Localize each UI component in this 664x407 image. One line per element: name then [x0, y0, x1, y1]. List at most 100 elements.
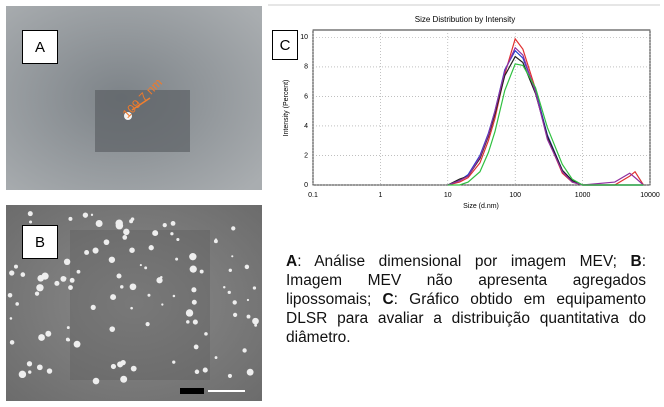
particle [214, 239, 218, 243]
particle [175, 258, 178, 261]
x-tick-label: 100 [509, 192, 521, 199]
caption-key: A [286, 253, 297, 270]
page: {"panels": {"a": {"label": "A", "annotat… [0, 0, 664, 407]
particle [91, 305, 96, 310]
particle [15, 302, 19, 306]
particle [10, 317, 13, 320]
particle [223, 286, 225, 288]
panel-label: C [272, 30, 298, 60]
particle [195, 370, 200, 375]
particle [228, 291, 231, 294]
particle [35, 291, 39, 295]
particle [64, 277, 66, 279]
particle [192, 300, 197, 305]
x-tick-label: 1 [378, 192, 382, 199]
particle [96, 220, 103, 227]
panel-label: B [22, 225, 58, 259]
scale-bar-box [180, 388, 204, 394]
scan-region [70, 230, 210, 380]
particle [247, 299, 249, 301]
particle [21, 272, 26, 277]
chart: Size Distribution by Intensity Intensity… [283, 15, 660, 210]
particle [252, 318, 259, 325]
y-tick-label: 10 [300, 34, 308, 41]
particle [130, 283, 137, 290]
y-tick-label: 8 [304, 64, 308, 71]
particle [203, 368, 208, 373]
particle [147, 294, 150, 297]
series-line [448, 51, 644, 185]
caption: A: Análise dimensional por imagem MEV; B… [286, 252, 646, 347]
particle [254, 324, 257, 327]
particle [191, 287, 196, 292]
particle [29, 220, 32, 223]
caption-key: B [630, 253, 641, 270]
particle [193, 319, 198, 324]
particle [194, 345, 199, 350]
particle [67, 326, 70, 329]
chart-title: Size Distribution by Intensity [415, 15, 516, 24]
particle [228, 374, 232, 378]
x-tick-label: 10 [444, 192, 452, 199]
y-tick-label: 0 [304, 182, 308, 189]
particle [64, 259, 70, 265]
particle [93, 248, 99, 254]
particle [111, 364, 116, 369]
particle [68, 285, 73, 290]
particle [115, 219, 122, 226]
particle [74, 341, 81, 348]
panel-label: A [22, 30, 58, 64]
particle [42, 273, 49, 280]
particle [19, 371, 26, 378]
particle [200, 270, 204, 274]
particle [172, 361, 175, 364]
particle [129, 247, 135, 253]
y-tick-label: 2 [304, 152, 308, 159]
particle [45, 331, 51, 337]
particle [144, 266, 147, 269]
plot-area [313, 30, 650, 185]
particle [28, 211, 33, 216]
particle [37, 364, 43, 370]
particle [131, 366, 137, 372]
particle [189, 253, 196, 260]
particle [83, 212, 88, 217]
particle [117, 361, 123, 367]
particle [173, 295, 176, 298]
particle [70, 278, 75, 283]
particle [204, 332, 208, 336]
particle [231, 255, 233, 257]
particle [186, 320, 190, 324]
particle [242, 348, 246, 352]
particle [130, 307, 133, 310]
particle [109, 326, 115, 332]
particle [176, 238, 179, 241]
particle [233, 313, 237, 317]
particle [109, 257, 115, 263]
particle [122, 235, 127, 240]
particle [149, 245, 154, 250]
x-axis-label: Size (d.nm) [463, 203, 499, 210]
x-tick-label: 0.1 [308, 192, 318, 199]
particle [253, 286, 256, 289]
particle [161, 303, 163, 305]
x-tick-label: 10000 [640, 192, 660, 199]
particle [123, 229, 129, 235]
particle [120, 376, 127, 383]
particle [9, 270, 14, 275]
particle [84, 250, 89, 255]
particle [8, 293, 13, 298]
particle [54, 281, 59, 286]
caption-text: : Análise dimensional por imagem MEV; [297, 253, 617, 270]
particle [190, 266, 197, 273]
y-axis-label: Intensity (Percent) [283, 80, 290, 137]
caption-key: C [382, 291, 393, 308]
particle [215, 356, 218, 359]
particle [110, 294, 116, 300]
particle [66, 338, 70, 342]
particle [229, 269, 232, 272]
particle [104, 239, 110, 245]
particle [152, 230, 158, 236]
particle [233, 300, 237, 304]
particle [247, 315, 251, 319]
